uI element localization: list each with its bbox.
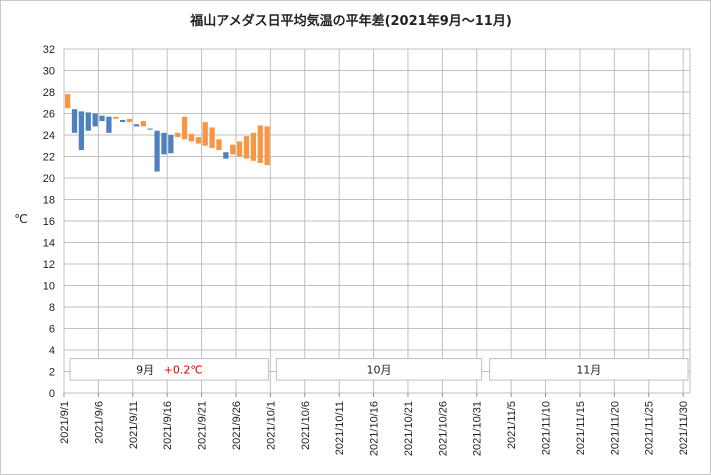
y-tick-label: 0: [49, 388, 55, 400]
anomaly-bar: [78, 111, 85, 151]
y-tick-label: 30: [43, 66, 55, 78]
x-tick-label: 2021/10/1: [265, 401, 277, 450]
x-tick-label: 2021/11/25: [644, 401, 656, 455]
month-box: [275, 358, 483, 381]
month-boxes: 9月 +0.2℃ 10月 11月: [69, 358, 689, 381]
anomaly-bar: [161, 132, 167, 155]
y-tick-label: 2: [49, 367, 55, 379]
anomaly-bar: [209, 127, 215, 148]
anomaly-bar: [188, 133, 195, 142]
anomaly-bar: [126, 118, 133, 123]
bars: [65, 94, 270, 172]
anomaly-bar: [106, 116, 112, 133]
anomaly-bar: [195, 137, 201, 144]
y-tick-label: 18: [43, 195, 55, 207]
y-tick-label: 24: [43, 130, 55, 142]
x-tick-label: 2021/9/11: [128, 401, 140, 449]
anomaly-bar: [65, 94, 71, 109]
anomaly-bar: [257, 125, 263, 163]
y-tick-label: 8: [49, 302, 55, 314]
x-tick-label: 2021/11/10: [541, 401, 553, 455]
y-tick-label: 10: [43, 281, 55, 293]
month-label: 9月: [136, 363, 154, 376]
anomaly-bar: [236, 141, 243, 157]
x-tick-label: 2021/9/16: [162, 401, 174, 450]
anomaly-bar: [154, 130, 160, 172]
anomaly-bar: [120, 119, 126, 123]
y-tick-label: 28: [43, 87, 55, 99]
anomaly-bar: [147, 128, 153, 130]
anomaly-bar: [140, 121, 146, 127]
x-tick-label: 2021/9/21: [197, 401, 209, 450]
x-tick-label: 2021/11/5: [506, 401, 518, 449]
month-label: 11月: [576, 363, 601, 376]
x-axis: 2021/9/1 2021/9/6 2021/9/11 2021/9/16 2021/9…: [59, 393, 690, 456]
month-anomaly: +0.2℃: [164, 363, 203, 376]
x-tick-label: 2021/10/6: [300, 401, 312, 450]
month-label: 10月: [367, 363, 392, 376]
x-tick-label: 2021/10/26: [437, 401, 449, 456]
anomaly-bar: [181, 116, 188, 140]
x-tick-label: 2021/11/20: [609, 401, 621, 455]
anomaly-bar: [168, 135, 174, 154]
anomaly-bar: [175, 132, 181, 138]
y-tick-label: 16: [43, 216, 55, 228]
anomaly-bar: [202, 122, 208, 146]
x-tick-label: 2021/10/11: [334, 401, 346, 455]
x-tick-label: 2021/9/6: [93, 401, 105, 444]
chart-title: 福山アメダス日平均気温の平年差(2021年9月〜11月): [189, 13, 512, 29]
anomaly-bar: [71, 109, 78, 133]
y-tick-label: 20: [43, 173, 55, 185]
y-tick-label: 4: [49, 345, 55, 357]
month-box: [69, 358, 269, 381]
y-tick-label: 26: [43, 109, 55, 121]
anomaly-bar: [113, 116, 119, 119]
x-tick-label: 2021/10/21: [403, 401, 415, 456]
anomaly-bar: [92, 113, 98, 127]
anomaly-bar: [264, 126, 270, 166]
y-tick-label: 6: [49, 324, 55, 336]
x-tick-label: 2021/10/31: [472, 401, 484, 456]
x-tick-label: 2021/11/15: [575, 401, 587, 455]
grid: [63, 48, 691, 394]
anomaly-bar: [216, 139, 222, 151]
month-box: [489, 358, 689, 381]
x-tick-label: 2021/10/16: [369, 401, 381, 456]
y-tick-label: 32: [43, 44, 55, 56]
x-tick-label: 2021/9/26: [231, 401, 243, 450]
anomaly-bar: [230, 144, 236, 155]
anomaly-bar: [133, 124, 140, 127]
anomaly-bar: [85, 112, 91, 131]
x-tick-label: 2021/9/1: [59, 401, 71, 444]
anomaly-bar: [250, 132, 257, 161]
anomaly-bar: [99, 115, 105, 122]
y-tick-label: 22: [43, 152, 55, 164]
anomaly-bar: [223, 152, 229, 159]
y-tick-label: 12: [43, 259, 55, 271]
y-tick-label: 14: [43, 238, 55, 250]
x-tick-label: 2021/11/30: [678, 401, 690, 455]
anomaly-bar: [243, 136, 250, 159]
y-axis-label: ℃: [14, 212, 27, 226]
